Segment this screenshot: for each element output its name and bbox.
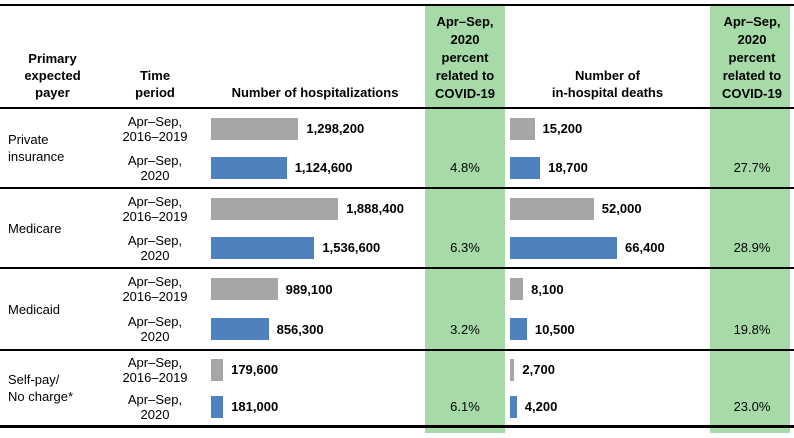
column-header-time-period: Time period xyxy=(135,68,175,100)
deaths-bar xyxy=(510,156,541,179)
row-divider-2 xyxy=(0,267,794,269)
deaths-bar xyxy=(510,395,517,418)
hospitalizations-bar xyxy=(211,156,287,179)
period-row-baseline: Apr–Sep, 2016–2019 179,600 2,700 xyxy=(105,351,794,388)
hospitalizations-bar-cell: 1,124,600 xyxy=(205,156,425,179)
deaths-bar xyxy=(510,236,617,259)
period-row-2020: Apr–Sep, 2020 1,536,600 6.3% 66,400 28.9… xyxy=(105,228,794,267)
payer-label: Private insurance xyxy=(8,132,65,164)
deaths-value: 10,500 xyxy=(534,321,575,337)
column-header-in-hospital-deaths: Number of in-hospital deaths xyxy=(551,68,664,100)
covid-percent-hospitalizations: 6.1% xyxy=(450,399,480,414)
period-row-2020: Apr–Sep, 2020 181,000 6.1% 4,200 23.0% xyxy=(105,388,794,425)
deaths-bar xyxy=(510,117,535,140)
deaths-bar-cell: 52,000 xyxy=(505,197,710,220)
hospitalizations-bar xyxy=(211,236,315,259)
payer-group-medicaid: Medicaid Apr–Sep, 2016–2019 989,100 8,10… xyxy=(0,269,794,349)
hospitalizations-bar xyxy=(211,117,299,140)
row-divider-1 xyxy=(0,187,794,189)
hospitalizations-value: 1,888,400 xyxy=(346,201,404,216)
time-period-label: Apr–Sep, 2016–2019 xyxy=(122,274,188,304)
deaths-bar-cell: 2,700 xyxy=(505,358,710,381)
deaths-value: 18,700 xyxy=(548,160,588,175)
table-border-top xyxy=(0,4,794,6)
covid-percent-hospitalizations: 6.3% xyxy=(450,240,480,255)
covid-percent-deaths: 19.8% xyxy=(733,321,771,337)
deaths-value: 8,100 xyxy=(531,281,564,297)
hospitalizations-value: 989,100 xyxy=(285,281,333,297)
hospitalizations-value: 1,298,200 xyxy=(306,121,365,136)
covid-percent-deaths: 27.7% xyxy=(733,160,771,175)
hospitalizations-bar xyxy=(211,358,224,381)
deaths-bar xyxy=(510,318,527,340)
deaths-bar-cell: 10,500 xyxy=(505,318,710,340)
payer-group-self-pay: Self-pay/ No charge* Apr–Sep, 2016–2019 … xyxy=(0,351,794,425)
period-row-2020: Apr–Sep, 2020 856,300 3.2% 10,500 19.8% xyxy=(105,309,794,349)
hospitalizations-bar-cell: 1,536,600 xyxy=(205,236,425,259)
deaths-value: 66,400 xyxy=(625,240,665,255)
deaths-bar-cell: 18,700 xyxy=(505,156,710,179)
time-period-label: Apr–Sep, 2016–2019 xyxy=(122,113,188,144)
deaths-bar xyxy=(510,278,524,300)
deaths-value: 15,200 xyxy=(542,121,583,136)
hospitalizations-bar-cell: 856,300 xyxy=(205,318,425,340)
deaths-value: 4,200 xyxy=(524,399,558,414)
covid-percent-hospitalizations: 3.2% xyxy=(450,321,480,337)
deaths-bar-cell: 4,200 xyxy=(505,395,710,418)
covid-percent-hospitalizations: 4.8% xyxy=(450,160,480,175)
covid-percent-band-deaths xyxy=(710,6,790,433)
covid-percent-band-hospitalizations xyxy=(425,6,505,433)
hospitalizations-bar-cell: 179,600 xyxy=(205,358,425,381)
deaths-bar xyxy=(510,358,515,381)
column-header-payer: Primary expected payer xyxy=(24,51,81,100)
hospitalizations-bar-cell: 989,100 xyxy=(205,278,425,300)
row-divider-3 xyxy=(0,349,794,351)
hospitalizations-bar xyxy=(211,395,224,418)
hospitalizations-value: 1,124,600 xyxy=(294,160,353,175)
hospitalizations-bar-cell: 1,888,400 xyxy=(205,197,425,220)
period-row-2020: Apr–Sep, 2020 1,124,600 4.8% 18,700 27.7… xyxy=(105,148,794,187)
table-header: Primary expected payer Time period Numbe… xyxy=(0,6,794,107)
covid-percent-deaths: 23.0% xyxy=(733,399,771,414)
payer-label: Medicaid xyxy=(8,301,61,317)
period-row-baseline: Apr–Sep, 2016–2019 1,888,400 52,000 xyxy=(105,189,794,228)
table-border-bottom xyxy=(0,425,794,428)
time-period-label: Apr–Sep, 2020 xyxy=(127,152,183,183)
payer-label: Self-pay/ No charge* xyxy=(8,372,74,404)
hospitalizations-bar xyxy=(211,318,269,340)
covid-percent-deaths: 28.9% xyxy=(733,240,771,255)
hospitalizations-value: 181,000 xyxy=(231,399,279,414)
time-period-label: Apr–Sep, 2020 xyxy=(127,314,183,344)
payer-group-medicare: Medicare Apr–Sep, 2016–2019 1,888,400 52… xyxy=(0,189,794,267)
time-period-label: Apr–Sep, 2016–2019 xyxy=(122,193,188,224)
payer-group-private-insurance: Private insurance Apr–Sep, 2016–2019 1,2… xyxy=(0,109,794,187)
column-header-covid-percent-hospitalizations: Apr–Sep, 2020 percent related to COVID-1… xyxy=(435,14,495,101)
time-period-label: Apr–Sep, 2020 xyxy=(127,232,183,263)
column-header-hospitalizations: Number of hospitalizations xyxy=(231,85,399,100)
deaths-bar-cell: 66,400 xyxy=(505,236,710,259)
hospitalizations-bar xyxy=(211,278,278,300)
period-row-baseline: Apr–Sep, 2016–2019 1,298,200 15,200 xyxy=(105,109,794,148)
deaths-bar xyxy=(510,197,594,220)
period-row-baseline: Apr–Sep, 2016–2019 989,100 8,100 xyxy=(105,269,794,309)
deaths-bar-cell: 15,200 xyxy=(505,117,710,140)
hospitalizations-value: 856,300 xyxy=(276,321,324,337)
header-divider xyxy=(0,107,794,109)
hospitalizations-value: 1,536,600 xyxy=(322,240,381,255)
column-header-covid-percent-deaths: Apr–Sep, 2020 percent related to COVID-1… xyxy=(722,14,782,101)
deaths-value: 2,700 xyxy=(522,362,555,377)
deaths-bar-cell: 8,100 xyxy=(505,278,710,300)
time-period-label: Apr–Sep, 2016–2019 xyxy=(122,354,188,385)
hospitalizations-bar-cell: 181,000 xyxy=(205,395,425,418)
deaths-value: 52,000 xyxy=(601,201,642,216)
hospitalizations-bar-cell: 1,298,200 xyxy=(205,117,425,140)
hospitalizations-value: 179,600 xyxy=(231,362,279,377)
hospitalizations-bar xyxy=(211,197,339,220)
time-period-label: Apr–Sep, 2020 xyxy=(127,391,183,422)
payer-label: Medicare xyxy=(8,220,62,236)
